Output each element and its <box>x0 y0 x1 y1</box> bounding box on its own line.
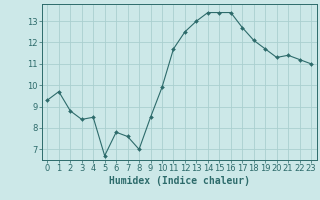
X-axis label: Humidex (Indice chaleur): Humidex (Indice chaleur) <box>109 176 250 186</box>
